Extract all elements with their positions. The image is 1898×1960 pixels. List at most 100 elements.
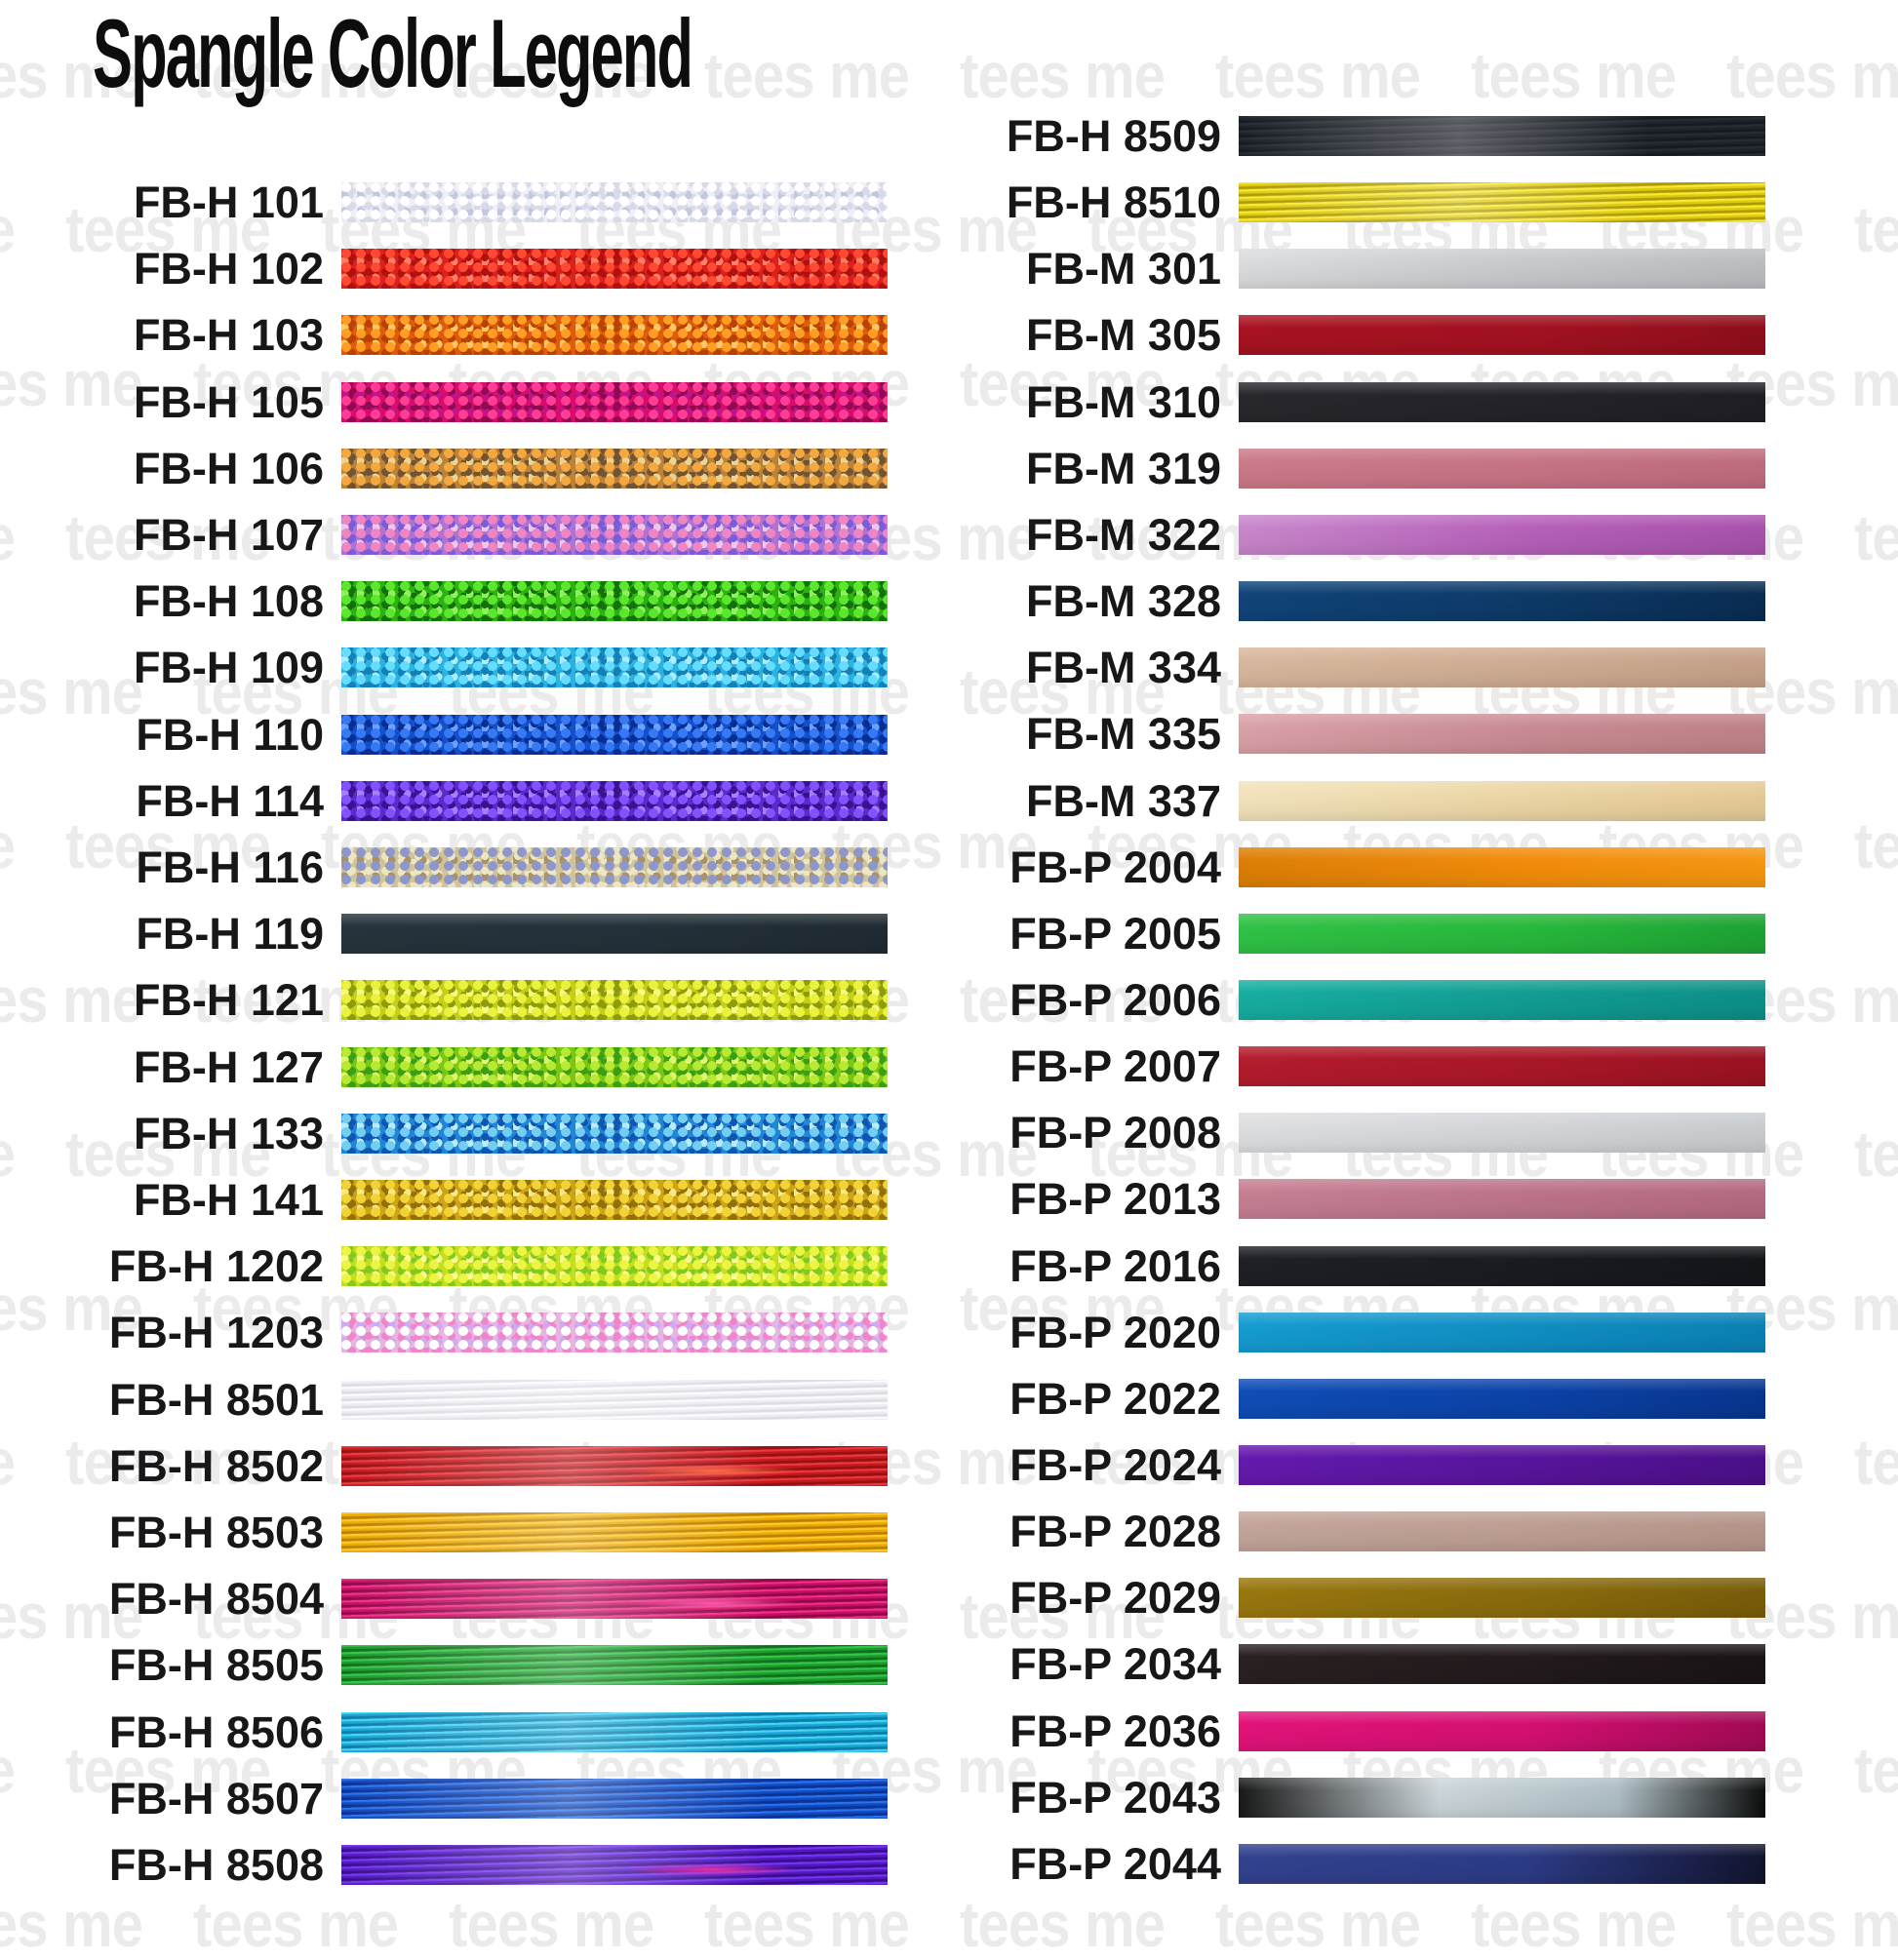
- watermark-text: tees me: [65, 1734, 271, 1806]
- color-row: FB-H 107: [0, 513, 888, 557]
- color-code-label: FB-H 108: [133, 576, 324, 626]
- color-row: FB-H 105: [0, 380, 888, 424]
- color-row: FB-P 2020: [0, 1311, 1765, 1354]
- color-row: FB-H 141: [0, 1178, 888, 1222]
- color-code-label: FB-P 2034: [1009, 1639, 1221, 1689]
- color-code-label: FB-H 127: [133, 1042, 324, 1092]
- color-row: FB-M 335: [0, 712, 1765, 756]
- color-swatch: [1239, 847, 1765, 887]
- watermark-text: tees me: [1726, 39, 1898, 111]
- color-swatch: [341, 382, 888, 422]
- color-code-label: FB-P 2024: [1009, 1440, 1221, 1490]
- watermark-text: tees me: [449, 39, 654, 111]
- color-row: FB-H 114: [0, 779, 888, 823]
- watermark-text: tees me: [0, 197, 16, 261]
- color-row: FB-H 8503: [0, 1508, 888, 1557]
- page-title: Spangle Color Legend: [93, 0, 693, 107]
- watermark-text: tees me: [65, 501, 271, 573]
- color-code-label: FB-P 2036: [1009, 1706, 1221, 1756]
- color-swatch: [1239, 249, 1765, 289]
- color-swatch: [341, 1446, 888, 1486]
- color-swatch: [341, 449, 888, 489]
- color-swatch: [341, 515, 888, 555]
- watermark-text: tees me: [1854, 1426, 1898, 1498]
- color-code-label: FB-H 110: [136, 710, 324, 760]
- color-row: FB-H 106: [0, 444, 888, 493]
- color-code-label: FB-H 103: [133, 310, 324, 360]
- color-swatch: [1239, 1511, 1765, 1551]
- color-code-label: FB-P 2006: [1009, 975, 1221, 1025]
- color-swatch: [1239, 1644, 1765, 1684]
- color-code-label: FB-M 322: [1025, 510, 1221, 560]
- color-row: FB-M 328: [0, 579, 1765, 623]
- color-row: FB-P 2028: [0, 1509, 1765, 1553]
- color-row: FB-P 2022: [0, 1377, 1765, 1421]
- color-code-label: FB-H 106: [133, 444, 324, 493]
- watermark-text: tees me: [1215, 1888, 1421, 1960]
- color-row: FB-H 102: [0, 247, 888, 291]
- watermark-text: tees me: [1854, 1734, 1898, 1806]
- color-swatch: [341, 1313, 888, 1352]
- color-code-label: FB-P 2007: [1009, 1041, 1221, 1091]
- color-code-label: FB-M 337: [1025, 776, 1221, 826]
- watermark-text: tees me: [1726, 1888, 1898, 1960]
- color-swatch: [341, 847, 888, 887]
- color-row: FB-H 8507: [0, 1774, 888, 1823]
- color-row: FB-P 2043: [0, 1776, 1765, 1820]
- color-row: FB-H 121: [0, 975, 888, 1025]
- color-swatch: [1239, 1179, 1765, 1219]
- color-code-label: FB-H 8510: [1006, 177, 1221, 227]
- color-swatch: [1239, 914, 1765, 954]
- watermark-text: tees me: [0, 655, 143, 727]
- color-row: FB-M 337: [0, 776, 1765, 826]
- watermark-text: tees me: [1854, 501, 1898, 573]
- color-swatch: [341, 1779, 888, 1819]
- color-swatch: [1239, 1711, 1765, 1751]
- color-row: FB-P 2036: [0, 1706, 1765, 1756]
- color-code-label: FB-H 1202: [108, 1241, 324, 1291]
- color-swatch: [341, 182, 888, 222]
- color-swatch: [1239, 647, 1765, 687]
- color-code-label: FB-H 8503: [108, 1508, 324, 1557]
- color-row: FB-P 2016: [0, 1241, 1765, 1291]
- color-row: FB-M 301: [0, 244, 1765, 294]
- color-swatch: [1239, 1844, 1765, 1884]
- watermark-text: tees me: [0, 1272, 143, 1344]
- watermark-text: tees me: [193, 39, 399, 111]
- color-code-label: FB-H 8507: [108, 1774, 324, 1823]
- color-swatch: [341, 581, 888, 621]
- color-row: FB-H 119: [0, 912, 888, 956]
- watermark-text: tees me: [0, 1888, 143, 1960]
- color-row: FB-P 2029: [0, 1576, 1765, 1620]
- color-swatch: [341, 1512, 888, 1552]
- color-row: FB-M 310: [0, 377, 1765, 427]
- color-swatch: [341, 1180, 888, 1220]
- color-code-label: FB-M 310: [1025, 377, 1221, 427]
- watermark-text: tees me: [65, 193, 271, 265]
- color-code-label: FB-H 121: [133, 975, 324, 1025]
- color-swatch: [1239, 1445, 1765, 1485]
- color-code-label: FB-H 8501: [108, 1375, 324, 1425]
- color-code-label: FB-M 301: [1025, 244, 1221, 294]
- color-swatch: [341, 1645, 888, 1685]
- color-row: FB-H 116: [0, 845, 888, 889]
- color-swatch: [1239, 581, 1765, 621]
- watermark-text: tees me: [960, 963, 1166, 1036]
- color-swatch: [1239, 116, 1765, 156]
- color-swatch: [1239, 1113, 1765, 1153]
- watermark-text: tees me: [65, 809, 271, 882]
- watermark-text: tees me: [1854, 193, 1898, 265]
- color-code-label: FB-P 2044: [1009, 1839, 1221, 1889]
- watermark-text: tees me: [193, 1888, 399, 1960]
- color-code-label: FB-P 2016: [1009, 1241, 1221, 1291]
- color-swatch: [1239, 382, 1765, 422]
- color-swatch: [341, 647, 888, 687]
- color-swatch: [341, 249, 888, 289]
- color-code-label: FB-M 319: [1025, 444, 1221, 493]
- color-row: FB-P 2013: [0, 1177, 1765, 1221]
- color-row: FB-H 1202: [0, 1241, 888, 1291]
- color-row: FB-H 133: [0, 1112, 888, 1156]
- watermark-text: tees me: [960, 1888, 1166, 1960]
- color-code-label: FB-P 2005: [1009, 909, 1221, 959]
- color-row: FB-H 108: [0, 576, 888, 626]
